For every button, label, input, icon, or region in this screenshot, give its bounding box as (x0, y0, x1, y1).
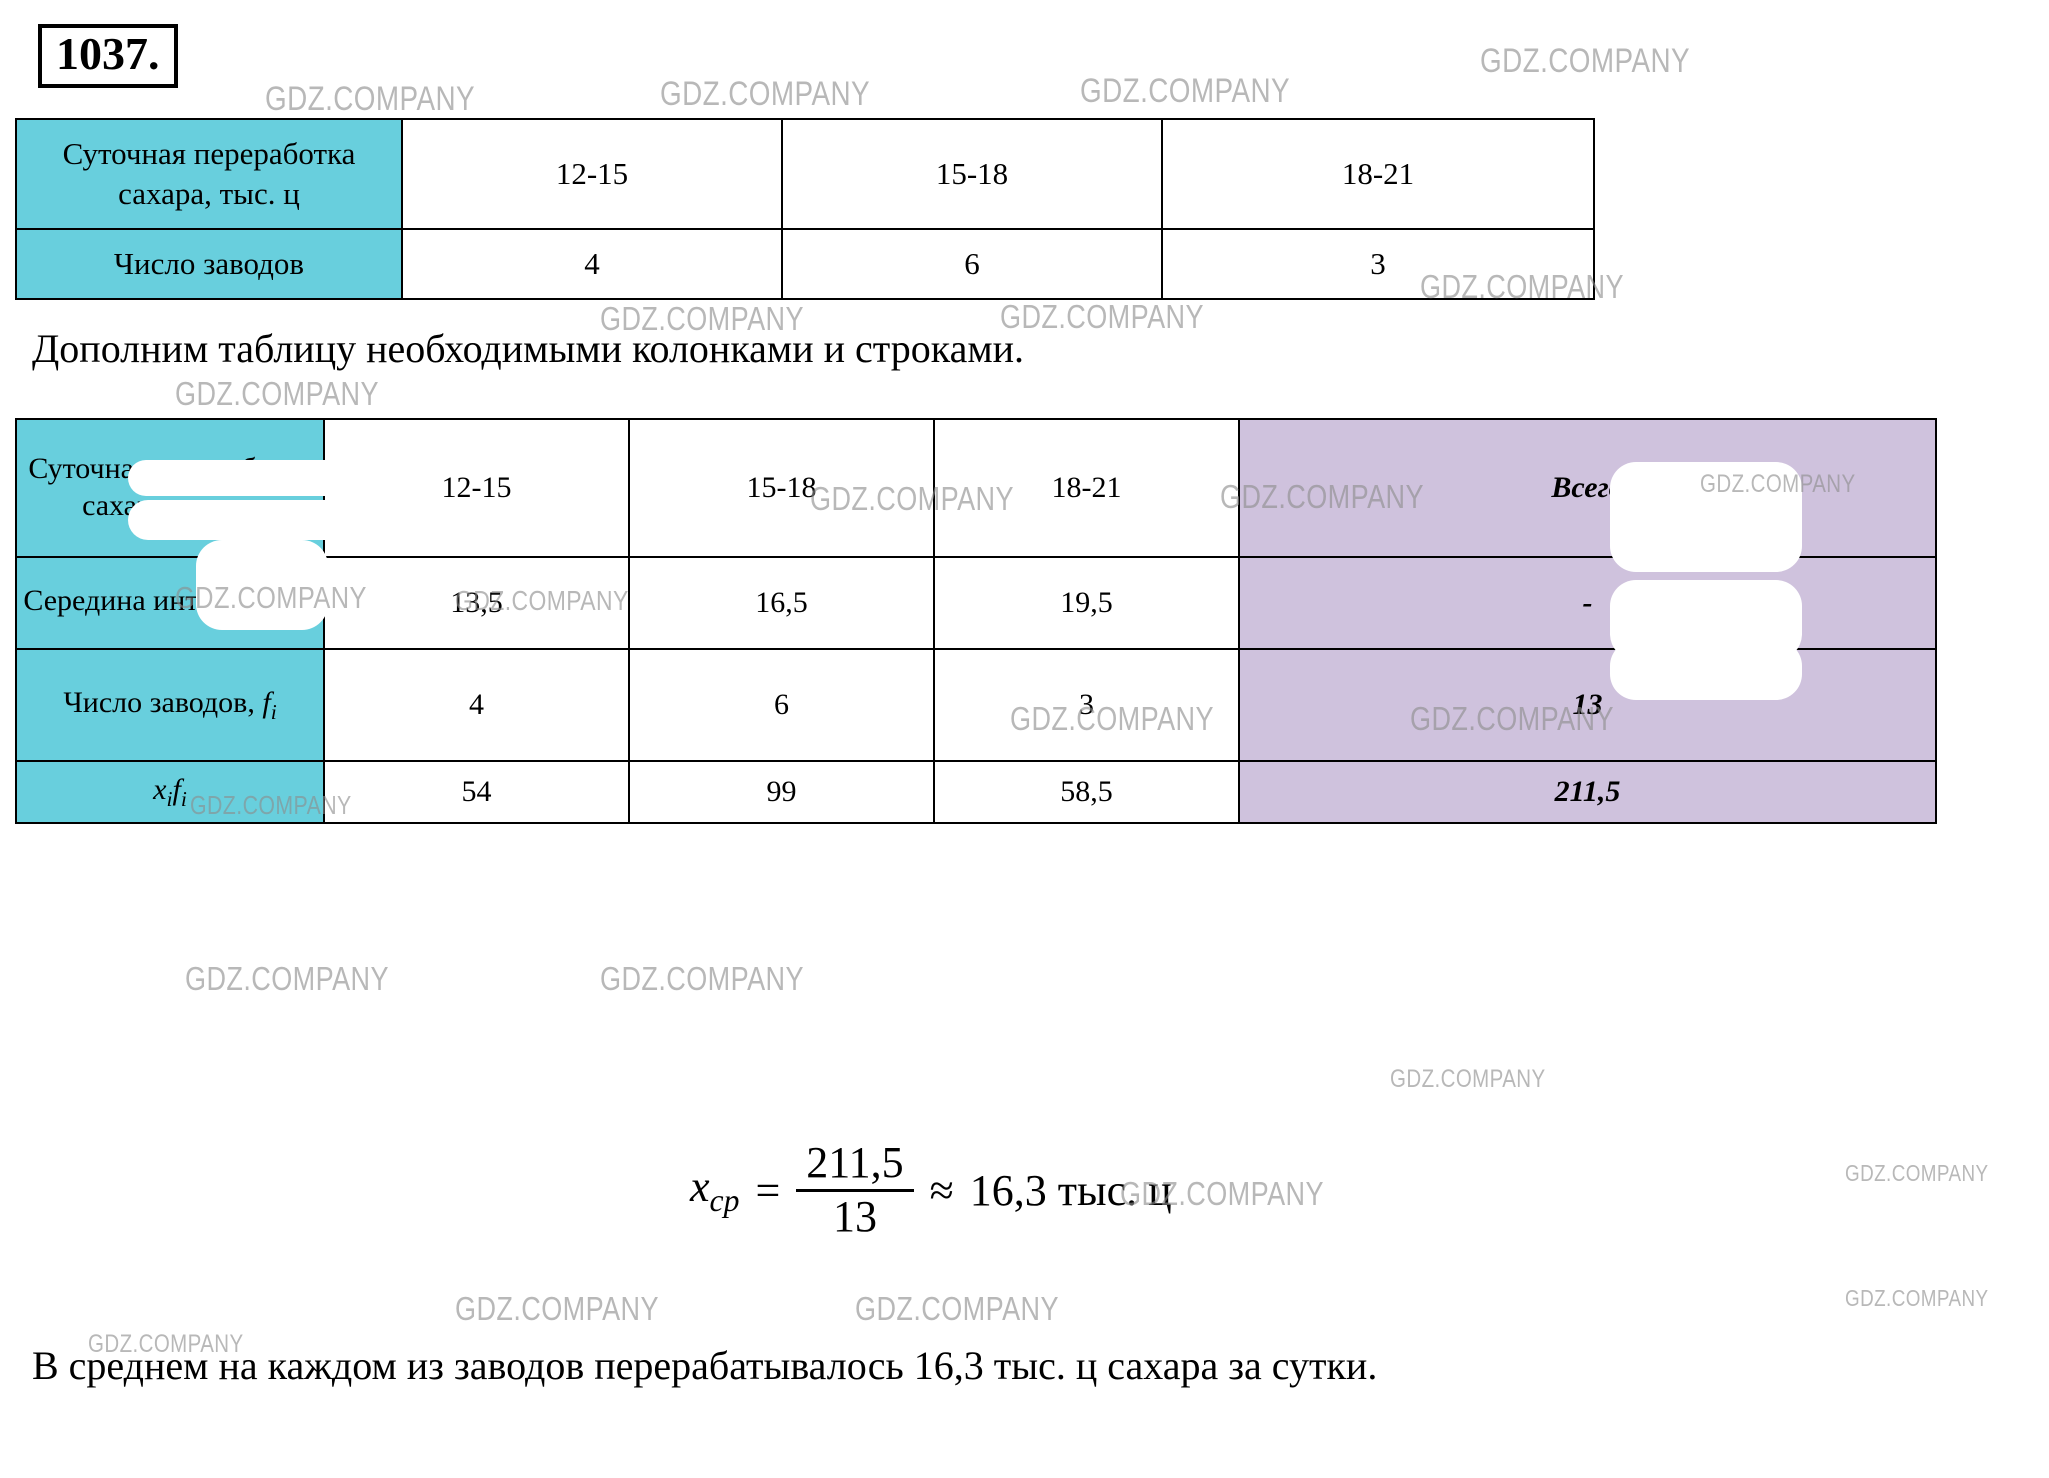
formula-approx: ≈ (929, 1165, 954, 1215)
cell-xifi-2: 99 (628, 760, 935, 824)
cell-interval-2: 15-18 (781, 118, 1163, 230)
cell-midpoint-3: 19,5 (933, 556, 1240, 650)
cell-interval-3: 18-21 (1161, 118, 1595, 230)
cell-xifi-3: 58,5 (933, 760, 1240, 824)
cell-interval-3: 18-21 (933, 418, 1240, 558)
watermark: GDZ.COMPANY (600, 960, 804, 997)
formula-fraction: 211,5 13 (796, 1138, 914, 1241)
cell-count-3: 3 (933, 648, 1240, 762)
table-row: xifi 54 99 58,5 211,5 (15, 760, 1937, 824)
watermark: GDZ.COMPANY (1845, 1285, 1989, 1311)
cell-midpoint-total: - (1238, 556, 1937, 650)
formula-numerator: 211,5 (806, 1138, 904, 1187)
row-label-daily-processing: Суточная переработка сахара, тыс. ц (15, 418, 325, 558)
cell-count-2: 6 (628, 648, 935, 762)
cell-count-2: 6 (781, 228, 1163, 300)
table-row: Число заводов 4 6 3 (15, 228, 1595, 300)
table-row: Суточная переработка сахара, тыс. ц 12-1… (15, 418, 1937, 558)
table-row: Суточная переработка сахара, тыс. ц 12-1… (15, 118, 1595, 230)
column-header-total: Всего (1238, 418, 1937, 558)
watermark: GDZ.COMPANY (1480, 42, 1691, 80)
intro-paragraph: Дополним таблицу необходимыми колонками … (32, 326, 1025, 371)
row-label-plant-count: Число заводов, fi (15, 648, 325, 762)
watermark: GDZ.COMPANY (175, 375, 379, 412)
watermark: GDZ.COMPANY (1000, 298, 1204, 335)
cell-interval-1: 12-15 (401, 118, 783, 230)
formula-denominator: 13 (832, 1191, 877, 1241)
table-row: Середина интервала, xi 13,5 16,5 19,5 - (15, 556, 1937, 650)
row-label-daily-processing: Суточная переработка сахара, тыс. ц (15, 118, 403, 230)
formula-lhs: xср (690, 1162, 740, 1219)
table-row: Число заводов, fi 4 6 3 13 (15, 648, 1937, 762)
formula-result: 16,3 тыс. ц (969, 1165, 1172, 1215)
frequency-table-original: Суточная переработка сахара, тыс. ц 12-1… (15, 118, 1595, 300)
watermark: GDZ.COMPANY (660, 75, 871, 113)
cell-count-1: 4 (401, 228, 783, 300)
row-label-plant-count: Число заводов (15, 228, 403, 300)
cell-interval-2: 15-18 (628, 418, 935, 558)
result-paragraph: В среднем на каждом из заводов перерабат… (32, 1343, 1378, 1388)
watermark: GDZ.COMPANY (265, 80, 476, 118)
cell-count-total: 13 (1238, 648, 1937, 762)
frequency-table-extended: Суточная переработка сахара, тыс. ц 12-1… (15, 418, 1937, 824)
watermark: GDZ.COMPANY (1845, 1160, 1989, 1186)
watermark: GDZ.COMPANY (855, 1290, 1059, 1327)
cell-count-1: 4 (323, 648, 630, 762)
watermark: GDZ.COMPANY (185, 960, 389, 997)
row-label-interval-midpoint: Середина интервала, xi (15, 556, 325, 650)
cell-midpoint-1: 13,5 (323, 556, 630, 650)
cell-interval-1: 12-15 (323, 418, 630, 558)
row-label-xifi: xifi (15, 760, 325, 824)
exercise-number: 1037. (38, 24, 178, 89)
watermark: GDZ.COMPANY (455, 1290, 659, 1327)
watermark: GDZ.COMPANY (1390, 1065, 1546, 1093)
cell-count-3: 3 (1161, 228, 1595, 300)
cell-xifi-1: 54 (323, 760, 630, 824)
formula-equals: = (755, 1165, 781, 1215)
watermark: GDZ.COMPANY (1080, 72, 1291, 110)
cell-xifi-total: 211,5 (1238, 760, 1937, 824)
fraction-bar (796, 1188, 914, 1192)
mean-formula: xср = 211,5 13 ≈ 16,3 тыс. ц (690, 1138, 1172, 1241)
cell-midpoint-2: 16,5 (628, 556, 935, 650)
